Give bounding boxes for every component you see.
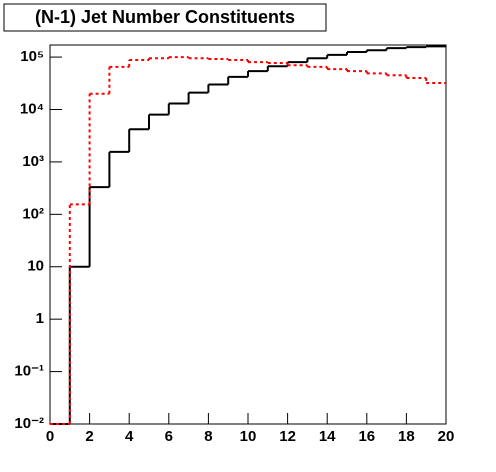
y-tick-label: 10² <box>22 205 44 222</box>
y-tick-label: 1 <box>36 310 44 327</box>
x-tick-label: 4 <box>125 428 134 445</box>
x-tick-label: 18 <box>398 428 415 445</box>
x-tick-label: 2 <box>85 428 93 445</box>
x-tick-label: 20 <box>438 428 455 445</box>
title-box <box>3 3 327 32</box>
x-tick-label: 8 <box>204 428 212 445</box>
x-tick-label: 6 <box>165 428 173 445</box>
plot-frame <box>49 44 447 425</box>
y-tick-label: 10⁵ <box>20 48 44 65</box>
y-tick-label: 10⁻² <box>14 415 44 432</box>
y-tick-label: 10 <box>27 258 44 275</box>
chart-title: (N-1) Jet Number Constituents <box>35 7 295 27</box>
y-tick-label: 10⁻¹ <box>14 363 44 380</box>
y-tick-label: 10⁴ <box>20 100 44 117</box>
x-tick-label: 12 <box>279 428 296 445</box>
x-tick-label: 14 <box>319 428 336 445</box>
y-tick-label: 10³ <box>22 153 44 170</box>
x-tick-label: 0 <box>46 428 54 445</box>
x-tick-label: 10 <box>240 428 257 445</box>
x-tick-label: 16 <box>358 428 375 445</box>
